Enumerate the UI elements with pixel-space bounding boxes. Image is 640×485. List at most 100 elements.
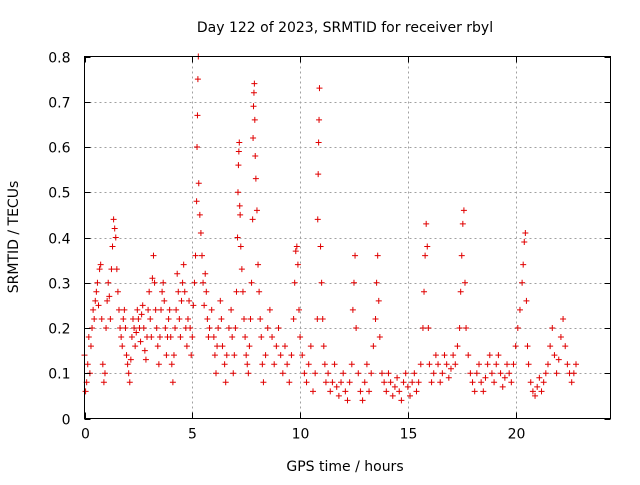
data-point bbox=[361, 379, 368, 386]
data-point bbox=[188, 352, 195, 359]
data-point bbox=[366, 388, 373, 395]
data-point bbox=[458, 252, 465, 259]
data-point bbox=[307, 343, 314, 350]
data-point bbox=[251, 116, 258, 123]
data-point bbox=[178, 297, 185, 304]
data-point bbox=[314, 216, 321, 223]
data-point bbox=[204, 315, 211, 322]
data-point bbox=[318, 279, 325, 286]
data-point bbox=[99, 361, 106, 368]
data-point bbox=[373, 279, 380, 286]
data-point bbox=[549, 325, 556, 331]
data-point bbox=[480, 388, 487, 395]
data-point bbox=[536, 374, 543, 381]
data-point bbox=[295, 306, 302, 313]
data-point bbox=[461, 279, 468, 286]
data-point bbox=[435, 361, 442, 368]
data-point bbox=[322, 379, 329, 386]
data-point bbox=[235, 148, 242, 155]
data-point bbox=[553, 370, 560, 377]
data-point bbox=[210, 334, 217, 341]
data-point bbox=[202, 270, 209, 277]
data-point bbox=[117, 325, 124, 331]
data-point bbox=[235, 162, 242, 169]
data-point bbox=[529, 388, 536, 395]
data-point bbox=[514, 325, 521, 331]
data-point bbox=[527, 379, 534, 386]
data-point bbox=[441, 352, 448, 359]
data-point bbox=[325, 370, 332, 377]
data-point bbox=[196, 211, 203, 218]
data-point bbox=[195, 180, 202, 187]
data-point bbox=[544, 361, 551, 368]
data-point bbox=[473, 370, 480, 377]
y-tick-label: 0.6 bbox=[48, 141, 70, 157]
data-point bbox=[93, 288, 100, 295]
data-point bbox=[134, 306, 141, 313]
data-point bbox=[370, 343, 377, 350]
data-point bbox=[459, 220, 466, 227]
data-point bbox=[191, 279, 198, 286]
data-point bbox=[291, 279, 298, 286]
data-point bbox=[160, 279, 167, 286]
data-point bbox=[237, 211, 244, 218]
data-point bbox=[140, 325, 147, 331]
data-point bbox=[290, 315, 297, 322]
data-point bbox=[426, 361, 433, 368]
data-point bbox=[355, 370, 362, 377]
data-point bbox=[430, 370, 437, 377]
data-point bbox=[167, 334, 174, 341]
data-point bbox=[486, 352, 493, 359]
data-point bbox=[100, 379, 107, 386]
data-point bbox=[170, 352, 177, 359]
data-point bbox=[560, 315, 567, 322]
data-point bbox=[469, 379, 476, 386]
data-point bbox=[247, 315, 254, 322]
data-point bbox=[183, 343, 190, 350]
data-point bbox=[104, 297, 111, 304]
data-point bbox=[172, 325, 179, 331]
data-point bbox=[281, 343, 288, 350]
data-point bbox=[243, 352, 250, 359]
data-point bbox=[234, 234, 241, 241]
data-point bbox=[357, 388, 364, 395]
data-point bbox=[174, 270, 181, 277]
data-point bbox=[315, 139, 322, 146]
data-point bbox=[112, 234, 119, 241]
data-point bbox=[124, 361, 131, 368]
data-point bbox=[223, 352, 230, 359]
plot-frame bbox=[84, 56, 611, 419]
data-point bbox=[222, 379, 229, 386]
data-point bbox=[193, 198, 200, 205]
data-point bbox=[229, 334, 236, 341]
data-point bbox=[90, 306, 97, 313]
data-point bbox=[262, 352, 269, 359]
data-point bbox=[192, 252, 199, 259]
data-point bbox=[465, 352, 472, 359]
data-point bbox=[359, 397, 366, 404]
data-point bbox=[190, 302, 197, 309]
data-point bbox=[460, 207, 467, 214]
data-point bbox=[564, 361, 571, 368]
data-point bbox=[297, 334, 304, 341]
data-point bbox=[271, 361, 278, 368]
data-point bbox=[348, 361, 355, 368]
data-point bbox=[230, 370, 237, 377]
data-point bbox=[320, 343, 327, 350]
data-point bbox=[532, 392, 539, 399]
data-point bbox=[233, 288, 240, 295]
data-point bbox=[516, 306, 523, 313]
data-point bbox=[279, 370, 286, 377]
data-point bbox=[506, 370, 513, 377]
data-point bbox=[284, 361, 291, 368]
data-point bbox=[415, 379, 422, 386]
data-point bbox=[316, 85, 323, 92]
data-point bbox=[194, 76, 201, 83]
data-point bbox=[523, 297, 530, 304]
data-point bbox=[319, 315, 326, 322]
data-point bbox=[257, 315, 264, 322]
data-point bbox=[252, 153, 259, 160]
data-point bbox=[146, 288, 153, 295]
data-point bbox=[131, 325, 138, 331]
